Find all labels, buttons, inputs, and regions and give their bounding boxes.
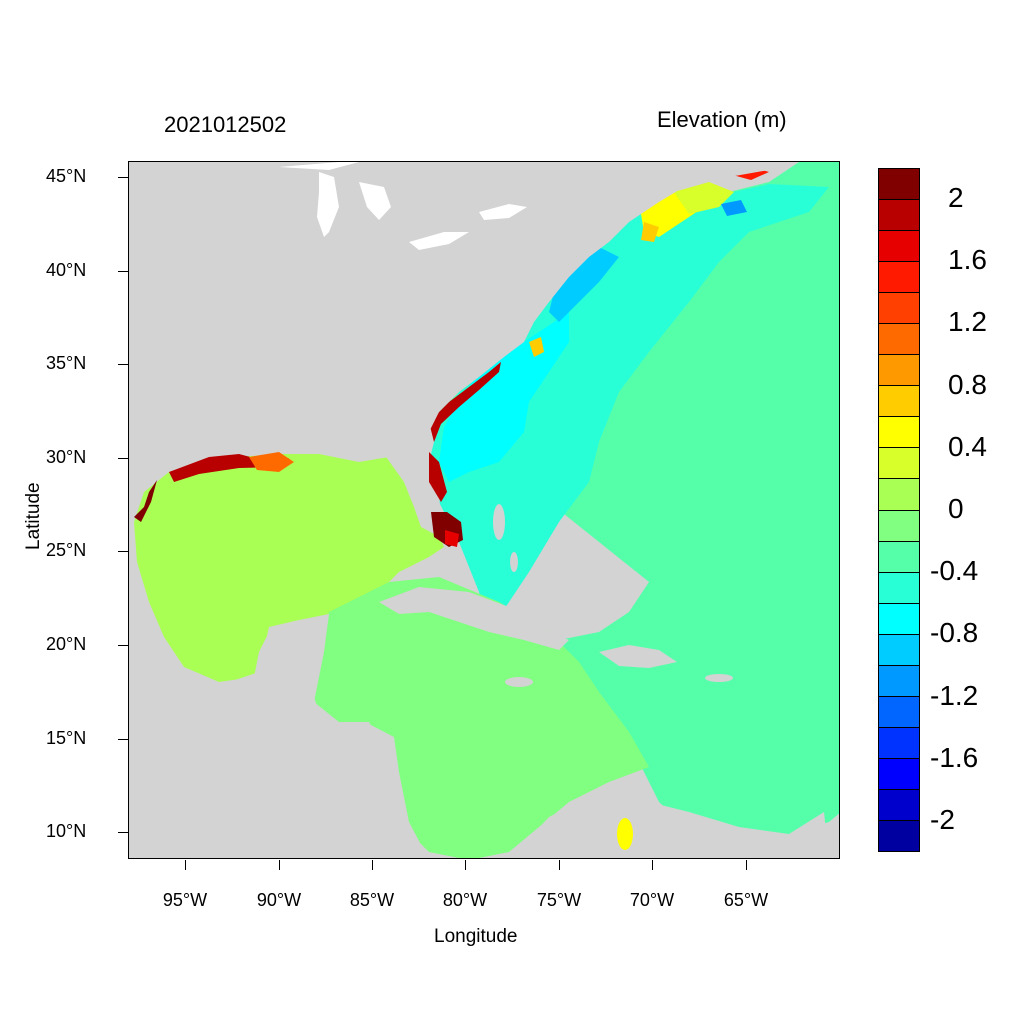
texas-coast-surge <box>134 480 157 522</box>
x-axis-title: Longitude <box>434 926 518 947</box>
colorbar-box <box>879 355 919 387</box>
bahamas-islands <box>493 504 565 587</box>
cape-hatteras-high <box>529 337 544 357</box>
lon-tick <box>652 860 653 870</box>
lat-tick-label: 35°N <box>46 353 87 373</box>
colorbar-tick-label: -0.4 <box>930 555 979 587</box>
lat-tick <box>118 739 128 740</box>
colorbar-box <box>879 789 919 821</box>
colorbar-tick-label: -1.6 <box>930 741 979 773</box>
hispaniola-landmass <box>599 645 677 668</box>
lon-tick-label: 80°W <box>442 890 488 910</box>
lat-tick-label: 25°N <box>46 540 87 560</box>
lat-tick-label: 15°N <box>46 728 87 748</box>
colorbar-box <box>879 200 919 232</box>
lat-tick <box>118 832 128 833</box>
colorbar-box <box>879 293 919 325</box>
lat-tick <box>118 271 128 272</box>
colorbar-box <box>879 510 919 542</box>
colorbar-box <box>879 603 919 635</box>
lat-tick-label: 30°N <box>46 447 87 467</box>
colorbar-box <box>879 262 919 294</box>
colorbar-tick-label: 0.8 <box>948 368 987 400</box>
lon-tick <box>465 860 466 870</box>
colorbar-tick-label: 1.2 <box>948 306 987 338</box>
colorbar-box <box>879 448 919 480</box>
lat-tick <box>118 177 128 178</box>
y-axis-title: Latitude <box>23 482 44 550</box>
colorbar-box <box>879 696 919 728</box>
gulf-of-mexico-region <box>134 454 444 682</box>
colorbar-box <box>879 665 919 697</box>
colorbar-box <box>879 634 919 666</box>
colorbar-box <box>879 572 919 604</box>
mid-atlantic-low <box>549 247 619 322</box>
elevation-map <box>129 162 839 858</box>
lat-tick-label: 10°N <box>46 821 87 841</box>
lat-tick-label: 40°N <box>46 260 87 280</box>
colorbar-box <box>879 479 919 511</box>
lon-tick <box>185 860 186 870</box>
lon-tick-label: 65°W <box>723 890 769 910</box>
colorbar-box <box>879 386 919 418</box>
lake-maracaibo-high <box>617 818 633 850</box>
lat-tick-label: 20°N <box>46 634 87 654</box>
colorbar-box <box>879 231 919 263</box>
colorbar-box <box>879 727 919 759</box>
nova-scotia-low <box>721 200 747 216</box>
lat-tick <box>118 645 128 646</box>
mississippi-delta-surge <box>249 452 294 472</box>
great-lakes <box>279 162 527 250</box>
lon-tick-label: 90°W <box>256 890 302 910</box>
central-america-landmass <box>129 614 428 858</box>
lon-tick-label: 85°W <box>349 890 395 910</box>
florida-peninsula <box>384 454 441 534</box>
lat-tick <box>118 458 128 459</box>
colorbar-box <box>879 417 919 449</box>
colorbar-tick-label: -0.8 <box>930 617 979 649</box>
colorbar-tick-label: 0 <box>948 493 964 524</box>
colorbar-tick-label: -1.2 <box>930 679 979 711</box>
variable-title: Elevation (m) <box>657 107 787 132</box>
lon-tick <box>746 860 747 870</box>
lon-tick-label: 95°W <box>162 890 208 910</box>
lon-tick-label: 70°W <box>629 890 675 910</box>
map-plot-area <box>128 161 840 859</box>
southeast-coast-surge <box>429 362 501 442</box>
colorbar-tick-label: 1.6 <box>948 244 987 276</box>
colorbar-box <box>879 758 919 790</box>
south-america-landmass <box>510 792 839 858</box>
lon-tick <box>372 860 373 870</box>
puerto-rico-landmass <box>705 674 733 682</box>
colorbar-box <box>879 324 919 356</box>
colorbar-tick-label: -2 <box>930 803 955 835</box>
colorbar-tick-label: 2 <box>948 182 964 214</box>
florida-east-coast-high <box>429 452 447 502</box>
lon-tick-label: 75°W <box>536 890 582 910</box>
colorbar-box <box>879 169 919 201</box>
colorbar-box <box>879 820 919 852</box>
lon-tick <box>559 860 560 870</box>
map-timestamp-title: 2021012502 <box>164 112 287 137</box>
colorbar-tick-label: 0.4 <box>948 430 987 462</box>
elevation-colorbar <box>878 168 920 852</box>
lon-tick <box>279 860 280 870</box>
northeast-us-landmass <box>429 162 799 432</box>
lat-tick <box>118 364 128 365</box>
lat-tick <box>118 551 128 552</box>
lat-tick-label: 45°N <box>46 166 87 186</box>
jamaica-landmass <box>505 677 533 687</box>
gulf-of-maine-moderate <box>674 182 734 214</box>
cape-cod-high <box>641 222 659 242</box>
cuba-landmass <box>379 587 569 650</box>
colorbar-box <box>879 541 919 573</box>
florida-west-surge <box>445 530 459 547</box>
